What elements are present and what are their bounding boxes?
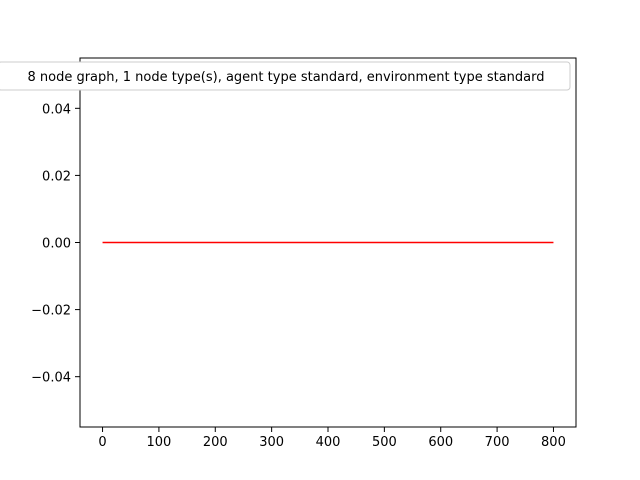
- x-tick-label: 300: [259, 435, 284, 450]
- y-tick-label: 0.00: [42, 237, 71, 252]
- x-tick-label: 800: [541, 435, 566, 450]
- legend: 8 node graph, 1 node type(s), agent type…: [0, 61, 571, 91]
- y-axis: −0.04 −0.02 0.00 0.02 0.04: [31, 102, 80, 386]
- legend-box: [0, 61, 571, 91]
- x-axis: 0 100 200 300 400 500 600 700 800: [98, 427, 566, 450]
- y-tick-label: 0.02: [42, 169, 71, 184]
- y-tick-label: −0.02: [31, 304, 71, 319]
- x-tick-label: 200: [203, 435, 228, 450]
- x-tick-label: 500: [372, 435, 397, 450]
- x-tick-label: 0: [98, 435, 106, 450]
- legend-label: 8 node graph, 1 node type(s), agent type…: [27, 70, 544, 85]
- y-tick-label: −0.04: [31, 371, 71, 386]
- x-tick-label: 700: [485, 435, 510, 450]
- x-tick-label: 600: [428, 435, 453, 450]
- y-tick-label: 0.04: [42, 102, 71, 117]
- x-tick-label: 100: [146, 435, 171, 450]
- x-tick-label: 400: [316, 435, 341, 450]
